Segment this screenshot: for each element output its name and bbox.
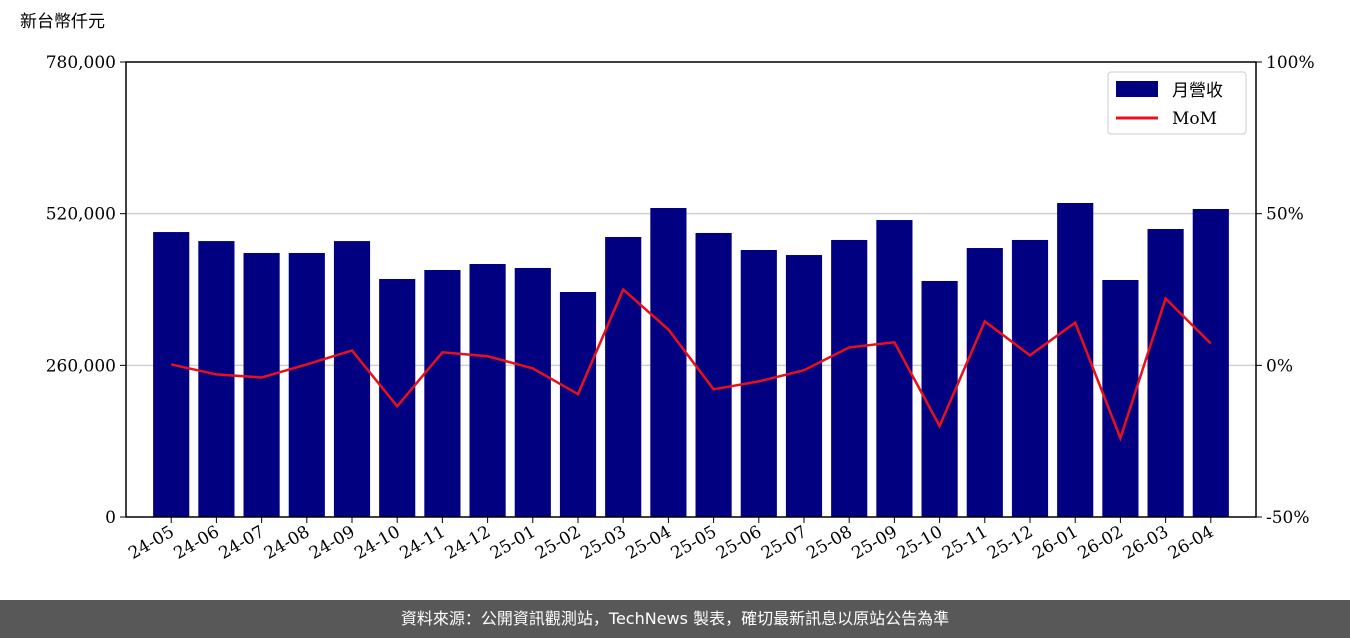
legend-label: MoM <box>1172 109 1217 129</box>
bar <box>695 232 732 517</box>
x-tick-label: 25-06 <box>713 522 765 564</box>
y2-tick-label: -50% <box>1266 508 1310 528</box>
bar <box>469 264 506 517</box>
line <box>170 287 1212 442</box>
bar <box>514 267 551 517</box>
y-unit-label: 新台幣仟元 <box>20 12 105 32</box>
chart: 新台幣仟元 0 260,000 520,000 780,000 -50% 0% 50% 100… <box>20 12 1315 564</box>
plot-frame <box>125 61 1257 518</box>
x-tick-label: 25-05 <box>668 522 720 564</box>
y-tick-label: 0 <box>105 508 116 528</box>
legend-label: 月營收 <box>1172 81 1223 101</box>
x-tick-label: 25-08 <box>803 522 855 564</box>
x-tick-label: 25-04 <box>622 522 674 564</box>
bar <box>831 239 868 517</box>
x-tick-label: 25-01 <box>487 522 539 564</box>
y2-tick-label: 50% <box>1266 205 1304 225</box>
bar <box>1057 202 1094 517</box>
x-tick-label: 26-04 <box>1165 522 1217 564</box>
legend-swatch <box>1116 81 1158 97</box>
y-tick-label: 780,000 <box>46 53 116 73</box>
y2-tick-label: 100% <box>1266 53 1315 73</box>
bar <box>559 292 597 517</box>
footer: 資料來源：公開資訊觀測站，TechNews 製表，確切最新訊息以原站公告為準 <box>0 600 1350 638</box>
bar <box>198 241 235 518</box>
x-tick-label: 24-06 <box>170 522 222 564</box>
x-tick-label: 25-07 <box>758 522 810 564</box>
bar <box>876 220 913 517</box>
x-tick-label: 26-03 <box>1120 522 1172 564</box>
x-tick-label: 24-12 <box>442 522 494 564</box>
x-tick-label: 24-08 <box>261 522 313 564</box>
x-tick-label: 25-03 <box>577 522 629 564</box>
x-tick-label: 25-10 <box>894 522 946 564</box>
bar <box>785 255 823 517</box>
x-tick-label: 26-01 <box>1029 522 1081 564</box>
bar <box>1147 229 1184 517</box>
y2-tick-label: 0% <box>1266 356 1293 376</box>
y-tick-label: 260,000 <box>46 356 116 376</box>
x-tick-label: 24-10 <box>351 522 403 564</box>
bar <box>379 279 416 517</box>
bar <box>966 248 1003 517</box>
x-tick-label: 24-11 <box>396 522 448 564</box>
bar <box>1011 239 1049 517</box>
x-tick-label: 25-12 <box>984 522 1036 564</box>
bar <box>288 252 325 517</box>
x-tick-label: 25-11 <box>939 522 991 564</box>
x-tick-label: 24-05 <box>125 522 177 564</box>
x-tick-label: 26-02 <box>1074 522 1126 564</box>
y-tick-label: 520,000 <box>46 205 116 225</box>
bar <box>243 252 280 517</box>
bar <box>424 270 461 517</box>
bar <box>605 237 642 517</box>
bar <box>333 241 371 518</box>
x-tick-label: 24-09 <box>306 522 358 564</box>
x-tick-label: 25-02 <box>532 522 584 564</box>
bar <box>650 208 687 517</box>
bar <box>1192 209 1229 517</box>
x-tick-label: 25-09 <box>848 522 900 564</box>
x-tick-label: 24-07 <box>216 522 268 564</box>
bar <box>153 232 190 517</box>
